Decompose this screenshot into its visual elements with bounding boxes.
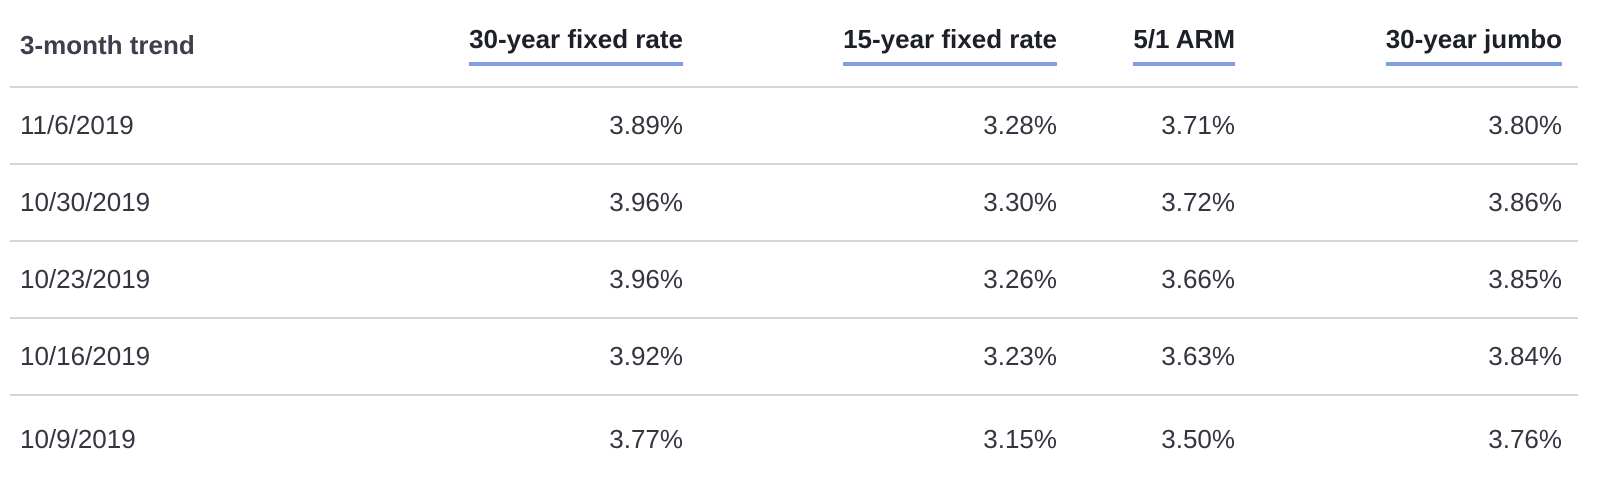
column-header-30-year-jumbo: 30-year jumbo bbox=[1235, 0, 1578, 88]
column-header-trend-label: 3-month trend bbox=[10, 0, 390, 88]
table-row: 10/23/2019 3.96% 3.26% 3.66% 3.85% bbox=[10, 241, 1578, 319]
rate-cell-15-year-fixed: 3.26% bbox=[683, 241, 1057, 319]
date-cell: 11/6/2019 bbox=[10, 87, 390, 165]
link-5-1-arm[interactable]: 5/1 ARM bbox=[1133, 24, 1235, 66]
rate-cell-5-1-arm: 3.72% bbox=[1057, 164, 1235, 242]
date-cell: 10/23/2019 bbox=[10, 241, 390, 319]
column-header-15-year-fixed-rate: 15-year fixed rate bbox=[683, 0, 1057, 88]
rate-cell-15-year-fixed: 3.30% bbox=[683, 164, 1057, 242]
rate-cell-30-year-fixed: 3.92% bbox=[390, 318, 683, 396]
table-row: 10/30/2019 3.96% 3.30% 3.72% 3.86% bbox=[10, 164, 1578, 242]
header-row: 3-month trend 30-year fixed rate 15-year… bbox=[10, 0, 1578, 88]
rate-cell-30-year-fixed: 3.77% bbox=[390, 395, 683, 479]
column-header-30-year-fixed-rate: 30-year fixed rate bbox=[390, 0, 683, 88]
rate-cell-5-1-arm: 3.63% bbox=[1057, 318, 1235, 396]
rate-cell-15-year-fixed: 3.15% bbox=[683, 395, 1057, 479]
rate-cell-30-year-jumbo: 3.85% bbox=[1235, 241, 1578, 319]
date-cell: 10/16/2019 bbox=[10, 318, 390, 396]
column-header-5-1-arm: 5/1 ARM bbox=[1057, 0, 1235, 88]
rate-cell-15-year-fixed: 3.23% bbox=[683, 318, 1057, 396]
date-cell: 10/9/2019 bbox=[10, 395, 390, 479]
rate-cell-30-year-fixed: 3.96% bbox=[390, 164, 683, 242]
rate-trend-table: 3-month trend 30-year fixed rate 15-year… bbox=[10, 0, 1578, 479]
table-row: 11/6/2019 3.89% 3.28% 3.71% 3.80% bbox=[10, 87, 1578, 165]
rate-cell-15-year-fixed: 3.28% bbox=[683, 87, 1057, 165]
table-row: 10/16/2019 3.92% 3.23% 3.63% 3.84% bbox=[10, 318, 1578, 396]
rate-cell-30-year-jumbo: 3.76% bbox=[1235, 395, 1578, 479]
rate-cell-30-year-jumbo: 3.84% bbox=[1235, 318, 1578, 396]
rate-cell-5-1-arm: 3.66% bbox=[1057, 241, 1235, 319]
rate-cell-5-1-arm: 3.71% bbox=[1057, 87, 1235, 165]
trend-label-text: 3-month trend bbox=[20, 29, 195, 60]
link-30-year-jumbo[interactable]: 30-year jumbo bbox=[1385, 24, 1562, 66]
rate-cell-30-year-fixed: 3.89% bbox=[390, 87, 683, 165]
rate-cell-5-1-arm: 3.50% bbox=[1057, 395, 1235, 479]
rate-cell-30-year-jumbo: 3.86% bbox=[1235, 164, 1578, 242]
rate-cell-30-year-fixed: 3.96% bbox=[390, 241, 683, 319]
link-30-year-fixed-rate[interactable]: 30-year fixed rate bbox=[469, 24, 683, 66]
link-15-year-fixed-rate[interactable]: 15-year fixed rate bbox=[843, 24, 1057, 66]
date-cell: 10/30/2019 bbox=[10, 164, 390, 242]
table-row: 10/9/2019 3.77% 3.15% 3.50% 3.76% bbox=[10, 395, 1578, 479]
rate-cell-30-year-jumbo: 3.80% bbox=[1235, 87, 1578, 165]
